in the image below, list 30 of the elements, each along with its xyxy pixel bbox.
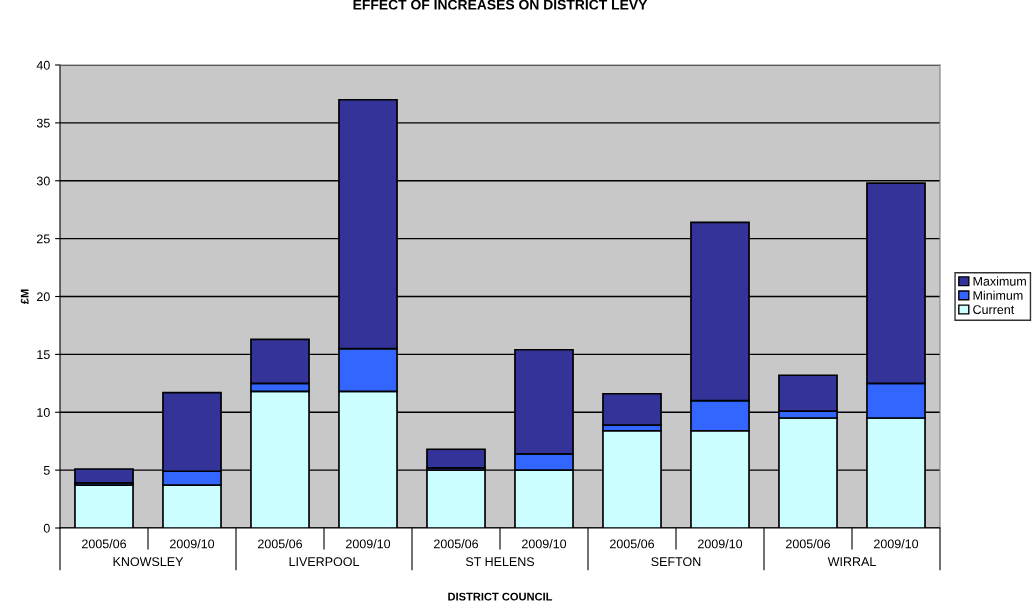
x-tick-label: 2005/06 bbox=[786, 539, 831, 549]
y-tick-label: 10 bbox=[37, 408, 50, 417]
x-tick-label: 2009/10 bbox=[170, 539, 215, 549]
y-tick-label: 35 bbox=[36, 118, 50, 128]
text: ST HELENS bbox=[465, 557, 535, 567]
legend-label: Maximum bbox=[973, 276, 1026, 286]
text: WIRRAL bbox=[827, 557, 876, 566]
legend-label: Minimum bbox=[973, 290, 1023, 300]
y-tick-label: 25 bbox=[37, 234, 50, 244]
chart-title: EFFECT OF INCREASES ON DISTRICT LEVY bbox=[353, 0, 648, 10]
y-tick-label: 5 bbox=[43, 466, 50, 475]
y-tick-label: 20 bbox=[37, 292, 50, 302]
y-axis-title: £M bbox=[20, 289, 29, 305]
y-tick-label: 0 bbox=[43, 523, 50, 533]
x-tick-label: 2005/06 bbox=[610, 539, 655, 549]
x-tick-label: 2009/10 bbox=[522, 539, 567, 549]
y-tick-label: 40 bbox=[36, 60, 50, 70]
x-tick-label: 2005/06 bbox=[82, 539, 127, 549]
text: SEFTON bbox=[651, 557, 701, 567]
x-tick-label: 2005/06 bbox=[258, 539, 303, 549]
x-tick-label: 2009/10 bbox=[346, 539, 391, 549]
legend-label: Current bbox=[973, 305, 1015, 315]
x-axis-title: DISTRICT COUNCIL bbox=[448, 592, 553, 601]
y-tick-label: 30 bbox=[36, 176, 50, 186]
y-tick-label: 15 bbox=[37, 350, 50, 360]
text: KNOWSLEY bbox=[113, 557, 184, 567]
x-tick-label: 2009/10 bbox=[874, 539, 919, 549]
x-tick-label: 2009/10 bbox=[698, 539, 743, 549]
text: LIVERPOOL bbox=[289, 557, 360, 567]
x-tick-label: 2005/06 bbox=[434, 539, 479, 549]
